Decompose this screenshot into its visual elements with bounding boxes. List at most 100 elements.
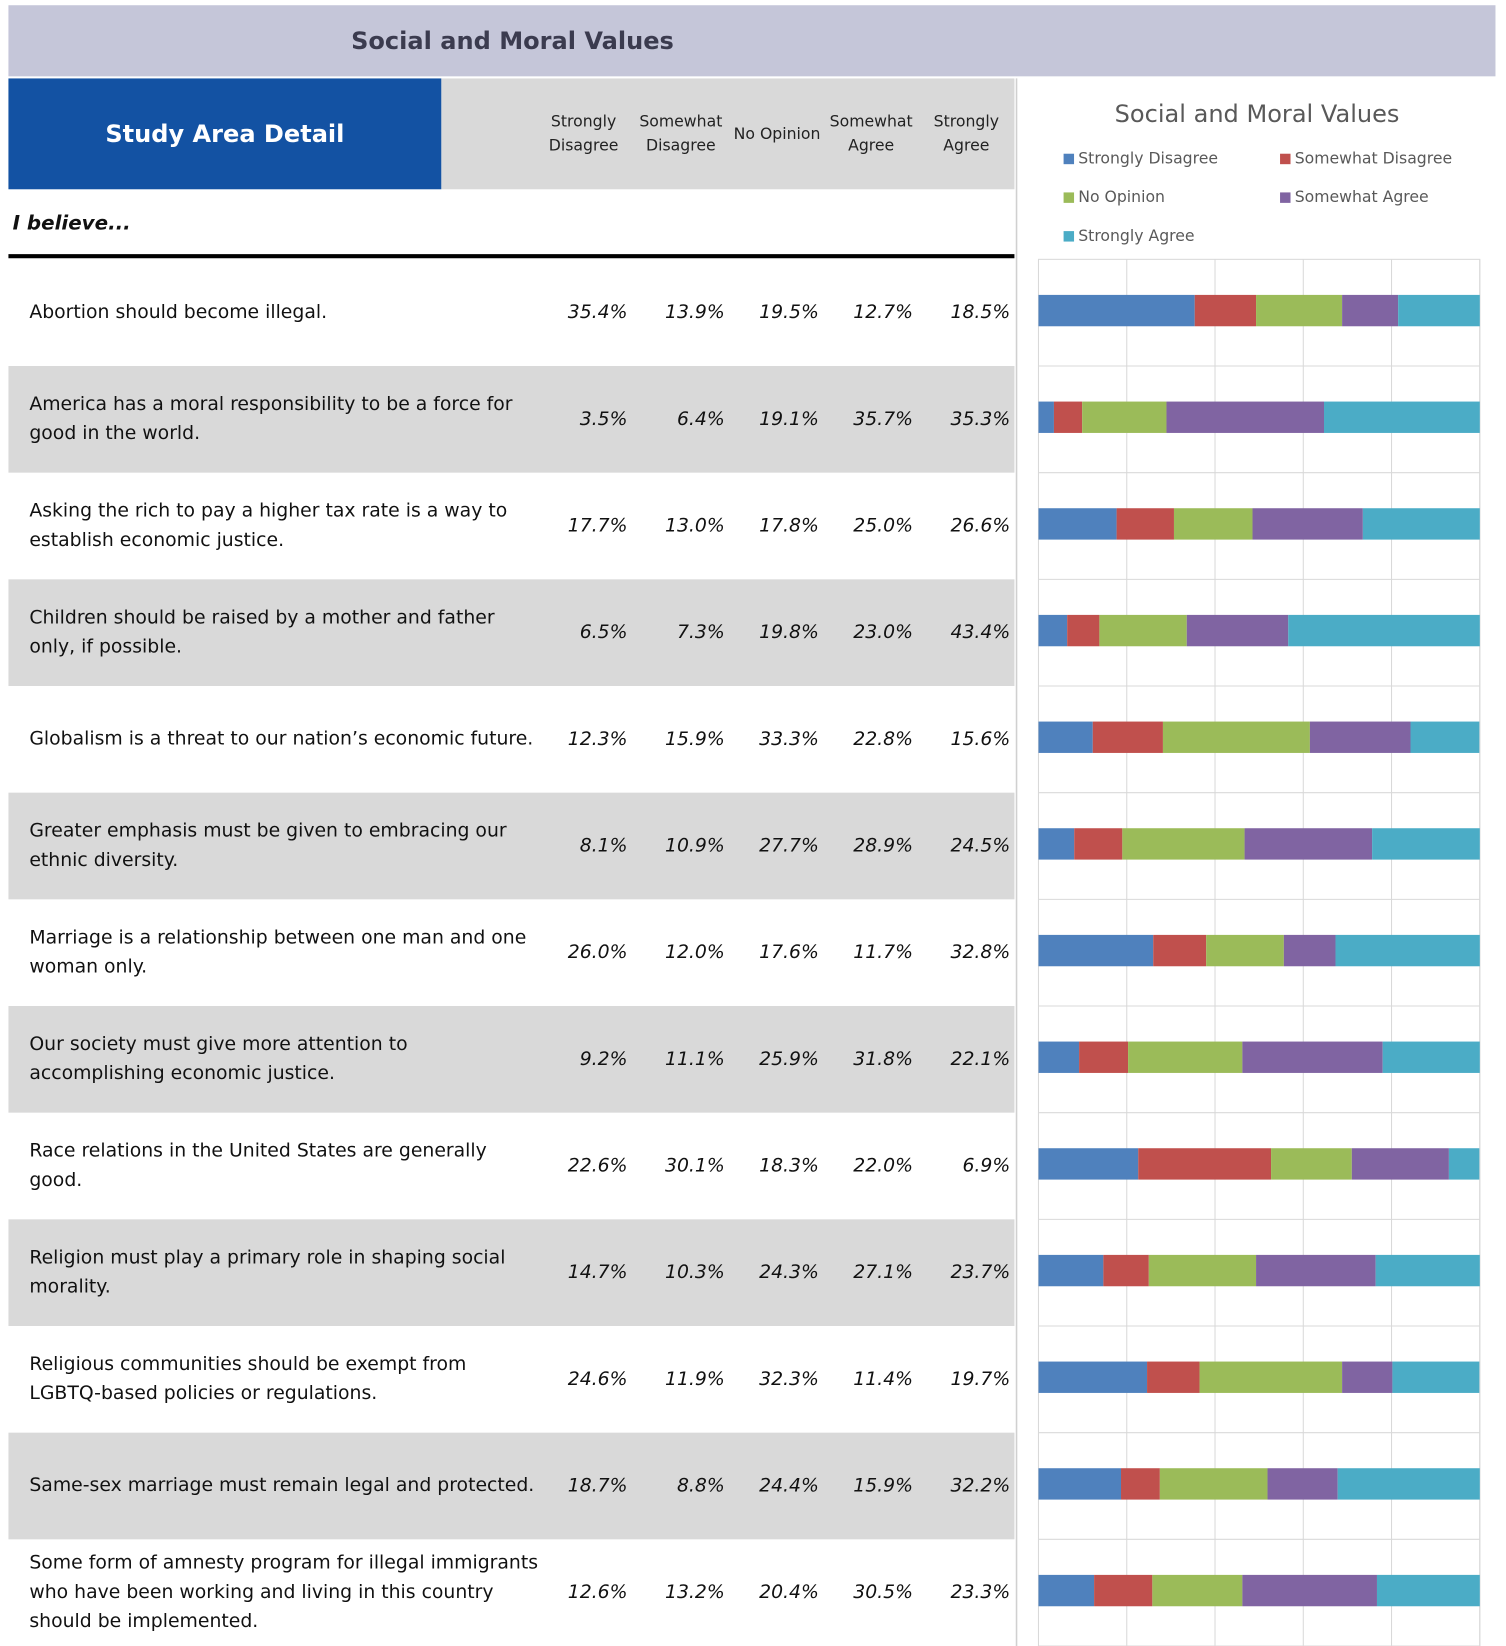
bar-segment — [1242, 1041, 1383, 1073]
bar-segment — [1162, 721, 1310, 753]
bar-segment — [1309, 721, 1411, 753]
bar-segment — [1392, 1361, 1480, 1393]
bar-segment — [1147, 1361, 1200, 1393]
column-header: No Opinion — [733, 123, 821, 143]
bar-segment — [1038, 721, 1093, 753]
bar-segment — [1038, 1574, 1095, 1607]
cell-value: 30.5% — [853, 1582, 913, 1603]
cell-value: 35.3% — [950, 409, 1010, 430]
cell-value: 19.8% — [759, 622, 819, 643]
statement: Some form of amnesty program for illegal… — [29, 1551, 539, 1633]
bar-segment — [1038, 401, 1054, 433]
cell-value: 11.1% — [665, 1049, 725, 1070]
cell-value: 13.9% — [665, 302, 725, 323]
legend-swatch — [1280, 192, 1291, 203]
cell-value: 6.5% — [580, 622, 628, 643]
bar-segment — [1038, 828, 1075, 860]
cell-value: 6.4% — [677, 409, 725, 430]
bar-segment — [1410, 721, 1480, 753]
bar-segment — [1375, 1254, 1480, 1287]
statement-box: Marriage is a relationship between one m… — [29, 926, 527, 978]
statement: Asking the rich to pay a higher tax rate… — [29, 499, 508, 552]
legend-label: Somewhat Agree — [1295, 187, 1429, 206]
intro: I believe... — [13, 211, 131, 234]
cell-value: 22.8% — [853, 729, 913, 750]
legend-swatch — [1063, 153, 1075, 165]
cell-value: 7.3% — [677, 622, 725, 643]
statement-box: Our society must give more attention to … — [29, 1033, 407, 1084]
column-header-box: Somewhat Agree — [829, 111, 913, 155]
bar-segment — [1242, 1574, 1377, 1607]
cell-value: 26.0% — [568, 942, 628, 963]
statement-box: Abortion should become illegal. — [29, 301, 328, 324]
cell-value: 30.1% — [665, 1156, 725, 1177]
bar-segment — [1116, 508, 1174, 540]
row-band — [8, 579, 1015, 687]
cell-value: 13.2% — [665, 1582, 725, 1603]
cell-value: 32.8% — [950, 942, 1010, 963]
cell-value: 23.0% — [853, 622, 913, 643]
bar-segment — [1324, 401, 1480, 433]
bar-segment — [1094, 1574, 1153, 1607]
statement: America has a moral responsibility to be… — [29, 393, 513, 445]
bar-segment — [1099, 614, 1187, 647]
statement-box: Children should be raised by a mother an… — [29, 607, 494, 658]
row-band — [8, 1432, 1015, 1540]
bar-segment — [1244, 828, 1373, 860]
bar-segment — [1038, 1148, 1139, 1180]
bar-segment — [1199, 1361, 1343, 1393]
cell-value: 23.3% — [950, 1582, 1010, 1603]
cell-value: 8.8% — [677, 1476, 725, 1497]
bar-segment — [1038, 1468, 1122, 1500]
cell-value: 24.4% — [759, 1476, 819, 1497]
row-band — [8, 366, 1015, 473]
bar-segment — [1079, 1041, 1129, 1073]
column-header: Somewhat Agree — [829, 111, 913, 155]
table-title-box — [8, 78, 442, 190]
chart-title: Social and Moral Values — [1115, 100, 1400, 128]
bar-segment — [1342, 1361, 1393, 1393]
cell-value: 18.7% — [568, 1476, 628, 1497]
cell-value: 15.9% — [665, 729, 725, 750]
cell-value: 19.1% — [759, 409, 819, 430]
cell-value: 11.7% — [853, 942, 913, 963]
column-header-band — [441, 78, 1015, 190]
cell-value: 26.6% — [950, 516, 1010, 537]
bar-segment — [1194, 294, 1257, 327]
legend-label: Strongly Agree — [1078, 226, 1194, 245]
bar-segment — [1252, 508, 1363, 540]
cell-value: 12.6% — [568, 1582, 628, 1603]
cell-value: 14.7% — [568, 1262, 628, 1283]
bar-segment — [1288, 614, 1480, 647]
bar-segment — [1267, 1468, 1338, 1500]
cell-value: 17.6% — [759, 942, 819, 963]
bar-segment — [1256, 294, 1343, 327]
cell-value: 12.7% — [853, 302, 913, 323]
statement: Abortion should become illegal. — [29, 301, 328, 324]
statement: Marriage is a relationship between one m… — [29, 926, 527, 978]
cell-value: 27.1% — [853, 1262, 913, 1283]
cell-value: 3.5% — [580, 409, 628, 430]
bar-segment — [1082, 401, 1167, 433]
cell-value: 19.5% — [759, 302, 819, 323]
bar-segment — [1362, 508, 1480, 540]
bar-segment — [1074, 828, 1123, 860]
cell-value: 6.9% — [962, 1156, 1010, 1177]
legend-label: No Opinion — [1078, 187, 1165, 206]
bar-segment — [1186, 614, 1289, 647]
statement-box: Globalism is a threat to our nation’s ec… — [29, 728, 533, 750]
legend-swatch — [1280, 153, 1291, 165]
statement-box: America has a moral responsibility to be… — [29, 393, 513, 445]
legend-label: Strongly Disagree — [1078, 148, 1218, 167]
bar-segment — [1038, 614, 1068, 647]
cell-value: 11.9% — [665, 1369, 725, 1390]
bar-segment — [1382, 1041, 1480, 1073]
statement: Same-sex marriage must remain legal and … — [29, 1474, 535, 1497]
statement-box: Asking the rich to pay a higher tax rate… — [29, 499, 508, 552]
cell-value: 43.4% — [950, 622, 1010, 643]
header-band — [8, 5, 1496, 77]
bar-segment — [1038, 1254, 1104, 1287]
bar-segment — [1153, 934, 1207, 967]
column-header: Strongly Agree — [933, 111, 1000, 155]
